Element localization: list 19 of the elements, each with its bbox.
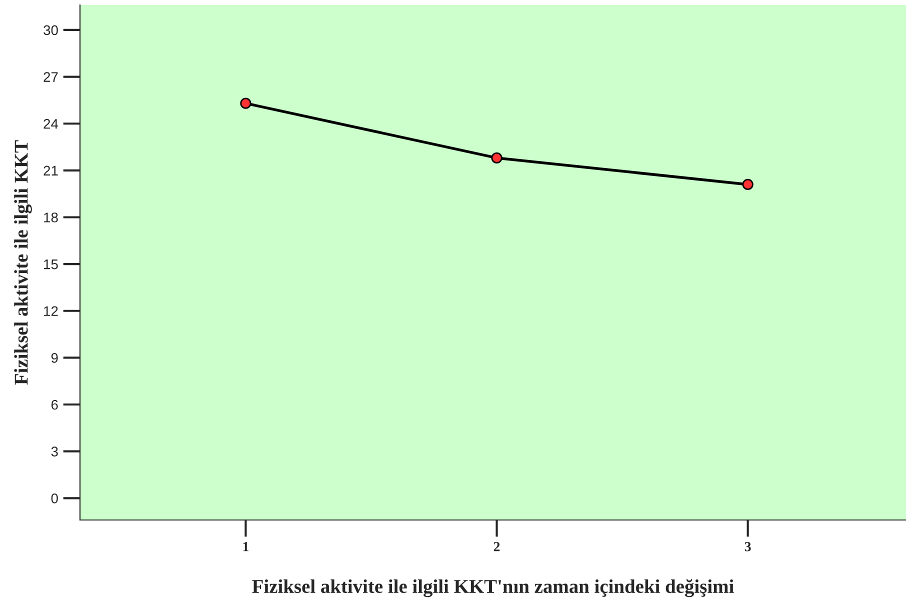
y-tick-label: 9 — [51, 353, 58, 363]
y-tick-label: 24 — [44, 118, 58, 129]
x-tick-label: 3 — [744, 542, 751, 552]
y-tick-label: 27 — [44, 72, 58, 82]
y-tick-label: 18 — [44, 212, 58, 222]
y-tick-label: 3 — [51, 446, 58, 457]
y-tick-label: 30 — [44, 25, 58, 36]
point — [491, 152, 502, 164]
x-tick-label: 1 — [243, 542, 248, 552]
x-tick-label: 2 — [494, 542, 500, 552]
y-axis-title: Fiziksel aktivite ile ilgili KKT — [14, 140, 32, 385]
y-tick-label: 6 — [51, 400, 58, 410]
point — [240, 98, 252, 109]
y-tick-label: 15 — [44, 260, 58, 270]
y-tick-label: 12 — [44, 306, 58, 316]
point — [742, 178, 754, 190]
y-tick-label: 0 — [51, 493, 58, 504]
y-tick-label: 21 — [44, 166, 58, 176]
x-axis-title: Fiziksel aktivite ile ilgili KKT'nın zaman içindeki değişimi — [252, 579, 734, 598]
